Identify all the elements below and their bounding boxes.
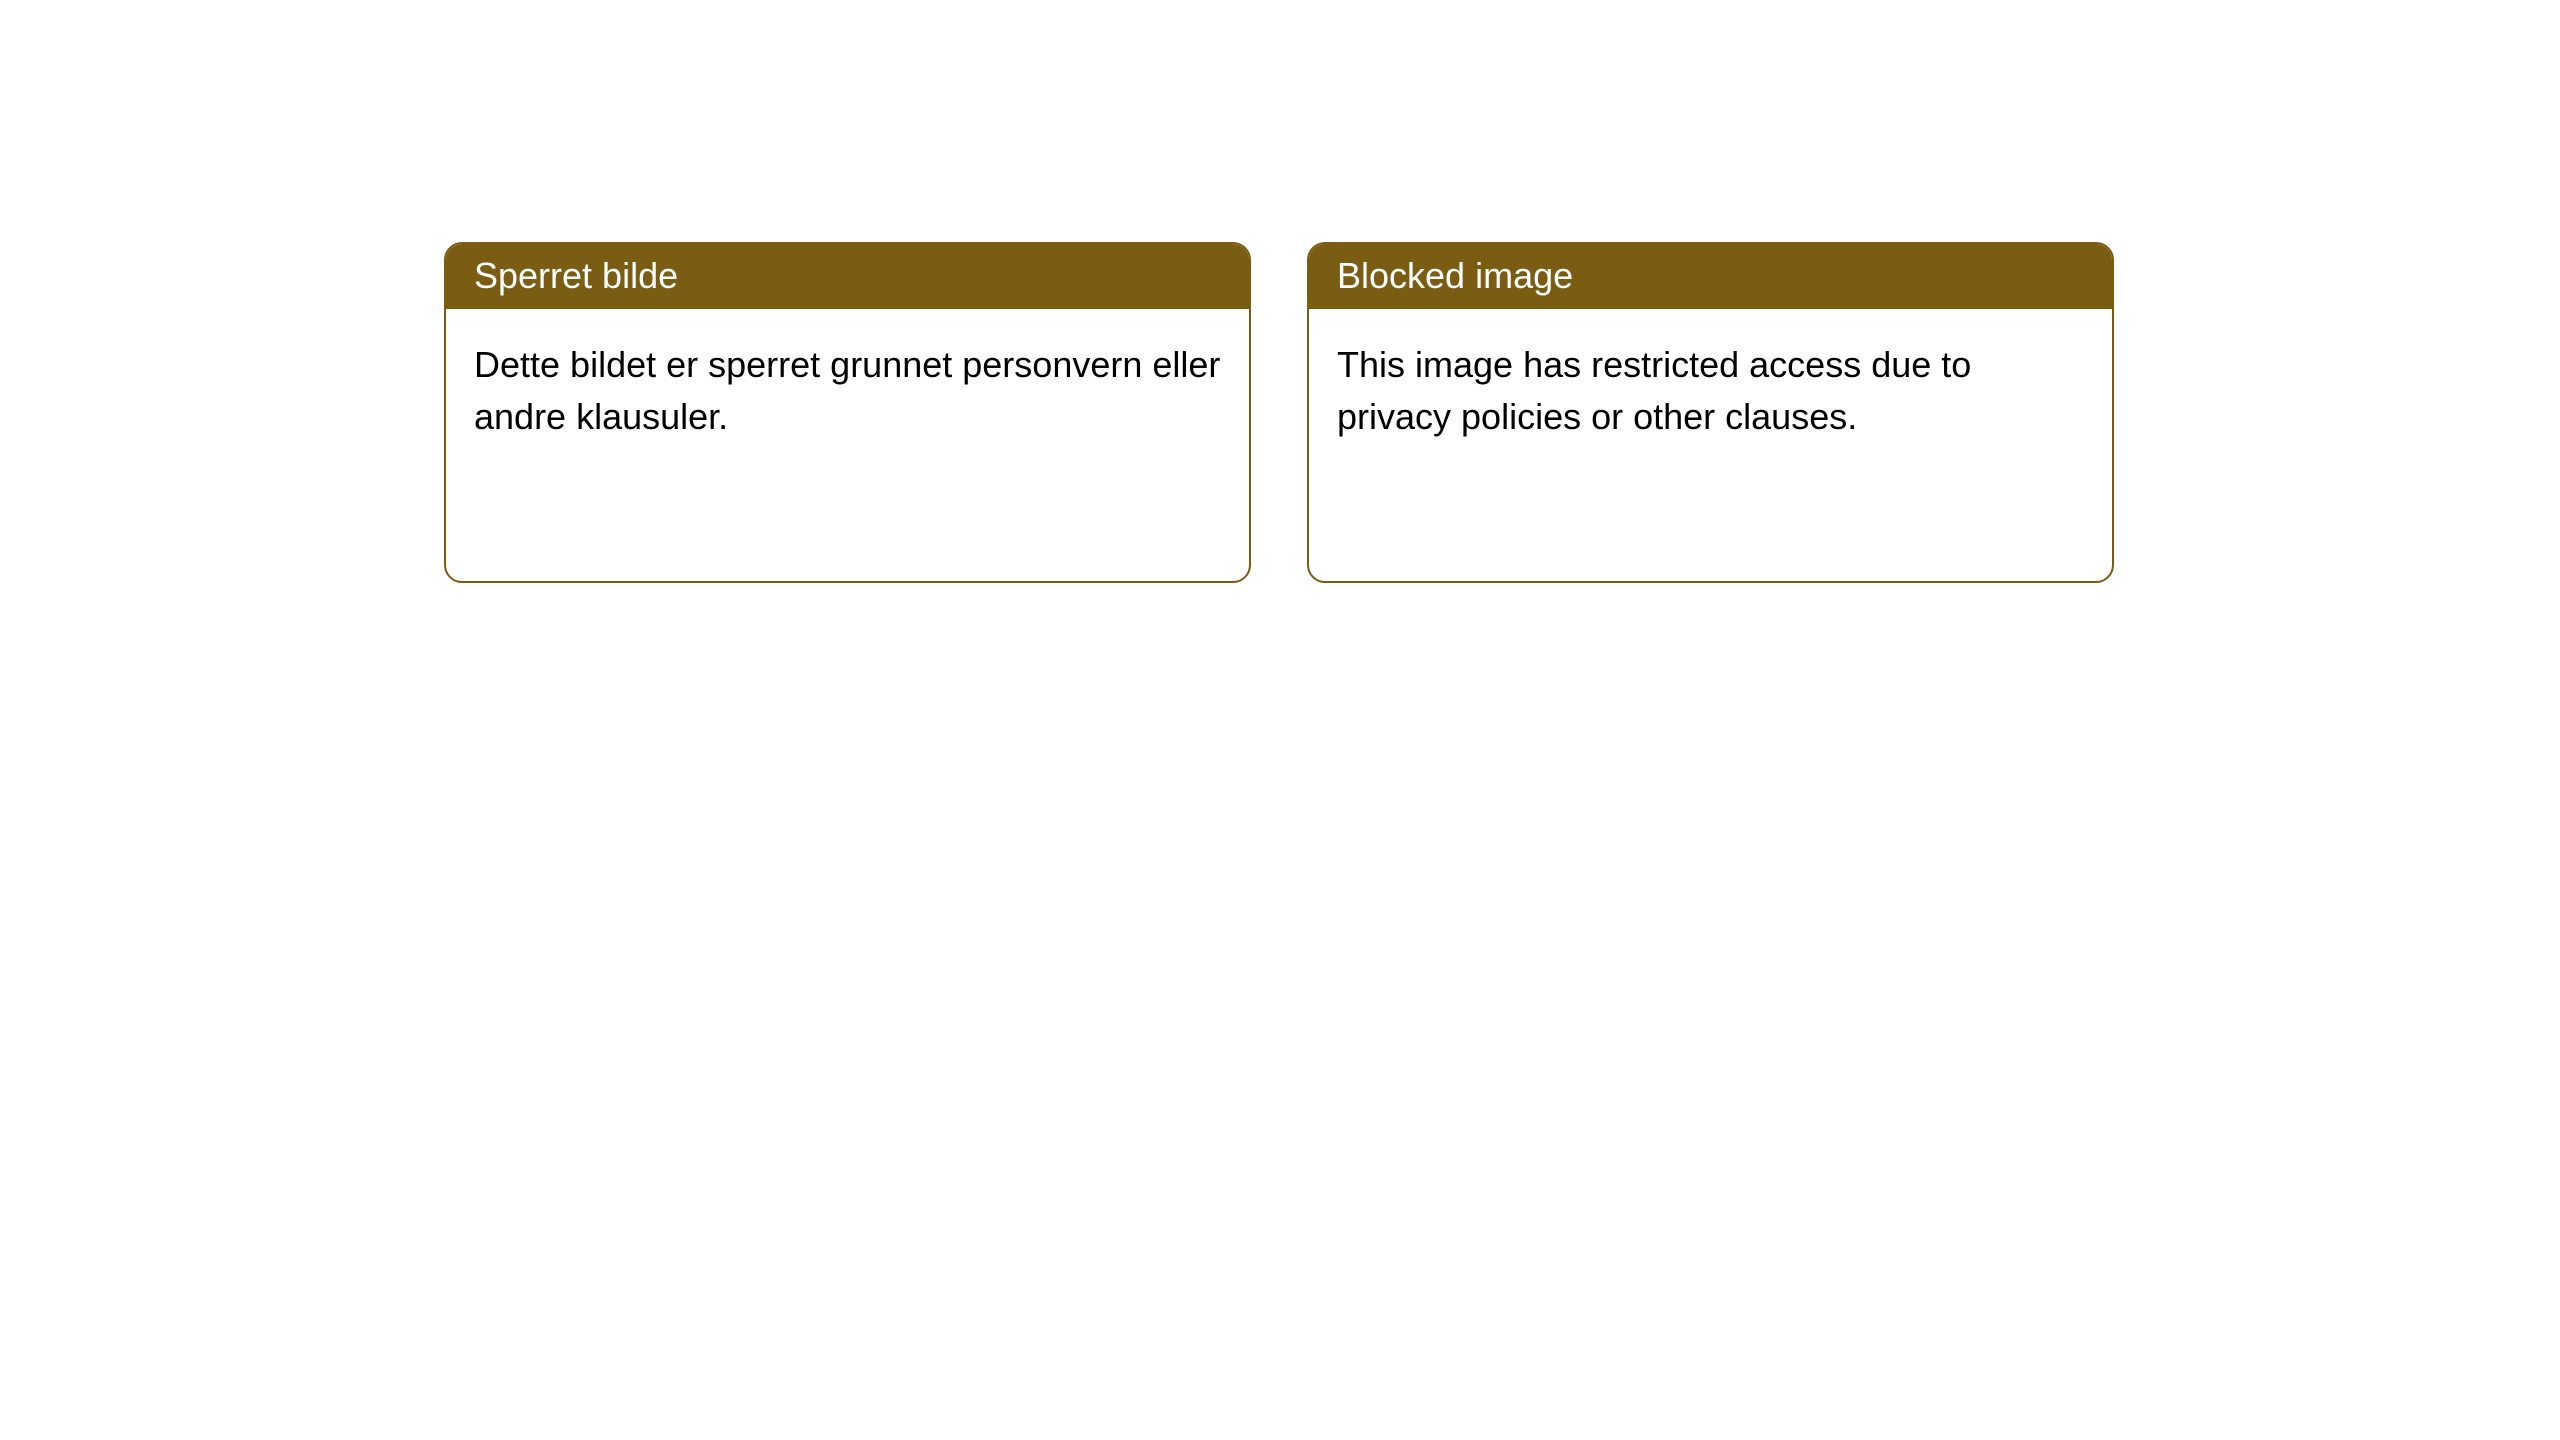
notice-container: Sperret bilde Dette bildet er sperret gr… — [0, 0, 2560, 583]
notice-card-english: Blocked image This image has restricted … — [1307, 242, 2114, 583]
notice-body-english: This image has restricted access due to … — [1309, 309, 2112, 581]
notice-body-norwegian: Dette bildet er sperret grunnet personve… — [446, 309, 1249, 581]
notice-title-english: Blocked image — [1309, 244, 2112, 309]
notice-card-norwegian: Sperret bilde Dette bildet er sperret gr… — [444, 242, 1251, 583]
notice-title-norwegian: Sperret bilde — [446, 244, 1249, 309]
